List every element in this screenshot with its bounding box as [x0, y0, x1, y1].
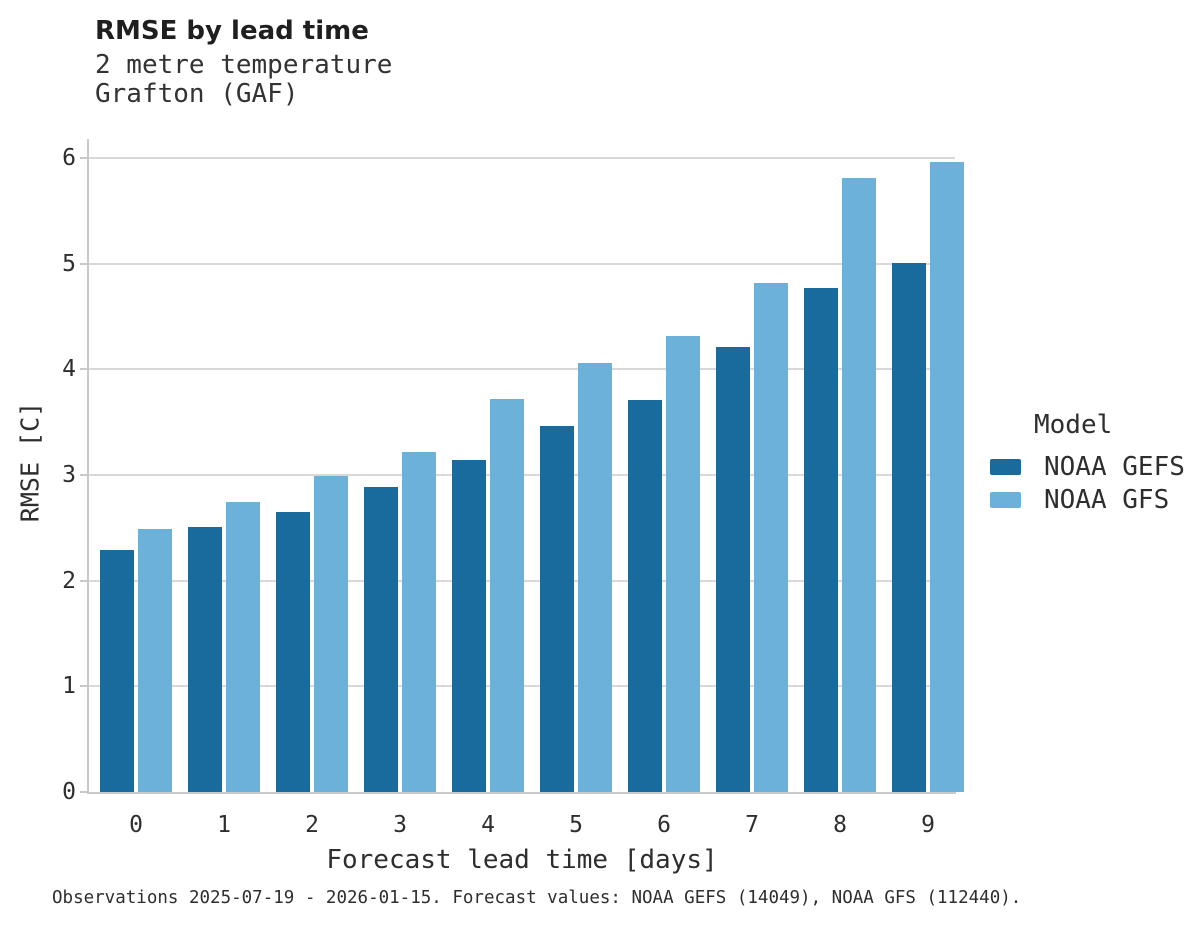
x-tick-label-1: 1: [217, 812, 231, 838]
x-tick-label-9: 9: [921, 812, 935, 838]
x-tick-label-2: 2: [305, 812, 319, 838]
legend-items: NOAA GEFS NOAA GFS: [990, 450, 1185, 516]
legend-label: NOAA GEFS: [1044, 451, 1185, 482]
bar-noaa-gfs-lead-8: [842, 178, 876, 792]
y-tick-label-2: 2: [62, 567, 76, 594]
gridline-y-6: [88, 157, 955, 160]
y-tick-mark-2: [80, 579, 87, 582]
legend-title: Model: [1034, 410, 1113, 440]
x-tick-label-5: 5: [569, 812, 583, 838]
chart-subtitle-variable: 2 metre temperature: [95, 50, 393, 80]
x-tick-label-4: 4: [481, 812, 495, 838]
bar-noaa-gfs-lead-1: [226, 502, 260, 792]
x-axis-label: Forecast lead time [days]: [326, 845, 718, 875]
legend-swatch: [990, 458, 1021, 475]
y-tick-mark-6: [80, 157, 87, 160]
plot-area: [88, 139, 964, 792]
chart-subtitle-station: Grafton (GAF): [95, 79, 299, 109]
bar-noaa-gefs-lead-1: [188, 526, 222, 792]
bar-noaa-gefs-lead-6: [628, 400, 662, 792]
bar-noaa-gfs-lead-9: [930, 162, 964, 792]
footnote: Observations 2025-07-19 - 2026-01-15. Fo…: [52, 888, 1022, 908]
y-tick-mark-0: [80, 791, 87, 793]
y-tick-label-1: 1: [62, 673, 76, 700]
legend-item-noaa-gefs: NOAA GEFS: [990, 450, 1185, 483]
bar-noaa-gefs-lead-3: [364, 486, 398, 792]
y-tick-mark-5: [80, 262, 87, 265]
x-axis-spine: [87, 792, 956, 794]
gridline-y-5: [88, 262, 955, 265]
bar-noaa-gfs-lead-2: [314, 476, 348, 792]
y-tick-label-3: 3: [62, 462, 76, 488]
y-tick-label-6: 6: [62, 145, 76, 172]
bar-noaa-gfs-lead-5: [578, 363, 612, 792]
legend-swatch: [990, 491, 1021, 508]
bar-noaa-gefs-lead-4: [452, 460, 486, 792]
y-axis-spine: [87, 139, 89, 794]
bar-noaa-gefs-lead-8: [804, 288, 838, 792]
y-tick-mark-4: [80, 368, 87, 371]
x-tick-label-0: 0: [129, 812, 143, 838]
x-tick-label-7: 7: [745, 812, 759, 838]
bar-noaa-gfs-lead-4: [490, 398, 524, 792]
x-tick-label-6: 6: [657, 812, 671, 838]
bar-noaa-gfs-lead-6: [666, 335, 700, 792]
legend: Model NOAA GEFS NOAA GFS: [990, 410, 1185, 516]
legend-item-noaa-gfs: NOAA GFS: [990, 483, 1185, 516]
bar-noaa-gefs-lead-5: [540, 426, 574, 792]
bar-noaa-gfs-lead-0: [138, 528, 172, 792]
y-tick-mark-1: [80, 685, 87, 688]
bar-noaa-gefs-lead-2: [276, 512, 310, 792]
legend-label: NOAA GFS: [1044, 484, 1170, 515]
chart-title: RMSE by lead time: [95, 16, 369, 46]
bar-noaa-gefs-lead-9: [892, 262, 926, 792]
bar-noaa-gfs-lead-3: [402, 451, 436, 792]
y-tick-label-0: 0: [62, 779, 76, 805]
gridline-y-4: [88, 368, 955, 371]
bar-noaa-gfs-lead-7: [754, 282, 788, 792]
x-tick-label-3: 3: [393, 812, 407, 838]
bar-noaa-gefs-lead-7: [716, 347, 750, 792]
bar-noaa-gefs-lead-0: [100, 550, 134, 792]
y-tick-label-5: 5: [62, 250, 76, 277]
x-tick-label-8: 8: [833, 812, 847, 838]
y-tick-label-4: 4: [62, 356, 76, 383]
y-tick-mark-3: [80, 474, 87, 476]
